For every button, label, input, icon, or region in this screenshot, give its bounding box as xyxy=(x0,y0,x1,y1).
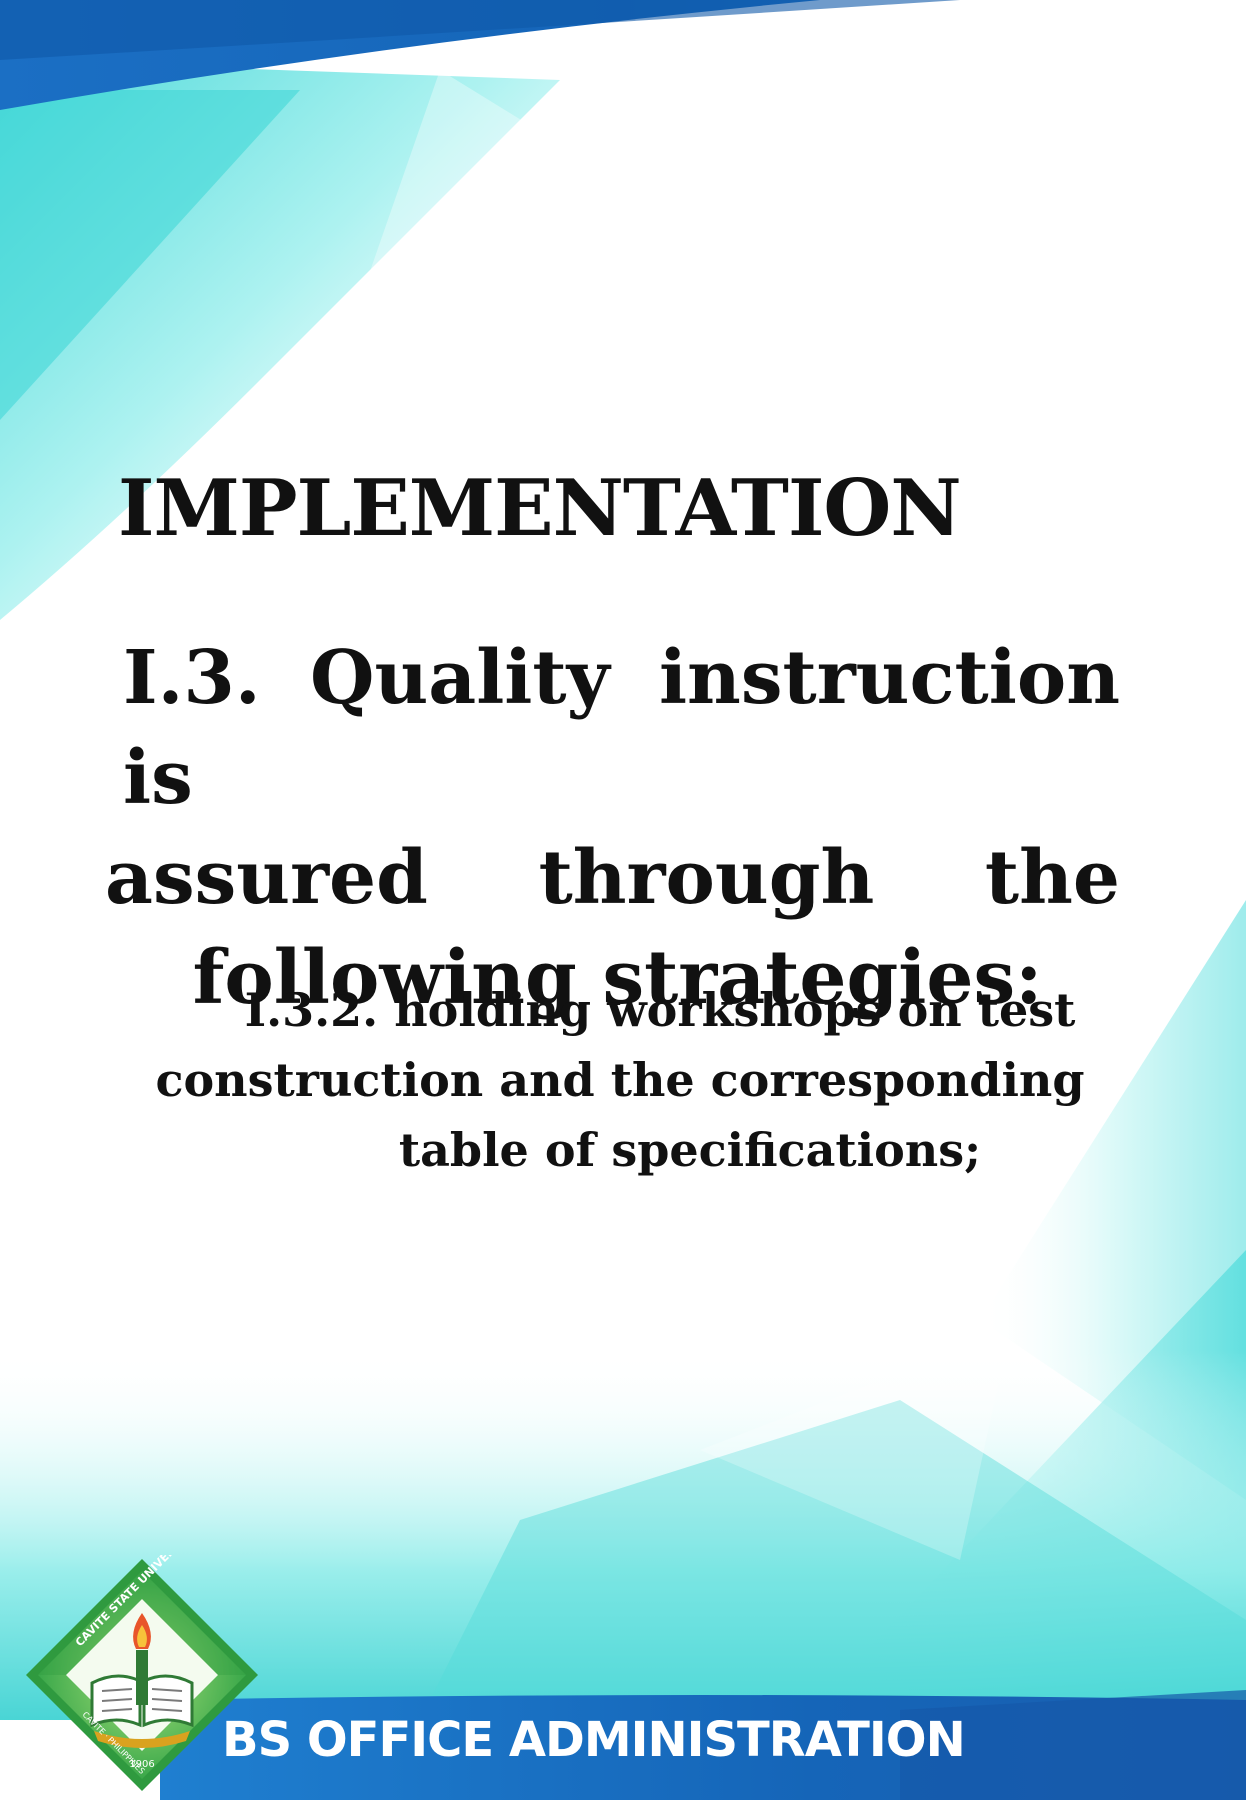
seal-year: 1906 xyxy=(129,1759,154,1770)
sub-statement-line-2: construction and the corresponding xyxy=(155,1053,1085,1107)
main-statement-line-3: following strategies: xyxy=(192,935,1043,1021)
sub-statement-line-1: I.3.2. holding workshops on test xyxy=(244,983,1076,1037)
main-statement-line-2: assured through the xyxy=(105,835,1120,921)
sub-statement-line-3: table of specifications; xyxy=(398,1123,982,1177)
university-seal-icon: 1906 CAVITE STATE UNIVERSITY CAVITE · PH… xyxy=(26,1555,258,1791)
slide-heading: IMPLEMENTATION xyxy=(118,463,962,554)
sub-statement: I.3.2. holding workshops on test constru… xyxy=(140,975,1100,1185)
main-statement-line-1: I.3. Quality instruction is xyxy=(123,635,1120,821)
footer-program-label: BS OFFICE ADMINISTRATION xyxy=(222,1712,966,1768)
main-statement: I.3. Quality instruction is assured thro… xyxy=(105,628,1120,1028)
